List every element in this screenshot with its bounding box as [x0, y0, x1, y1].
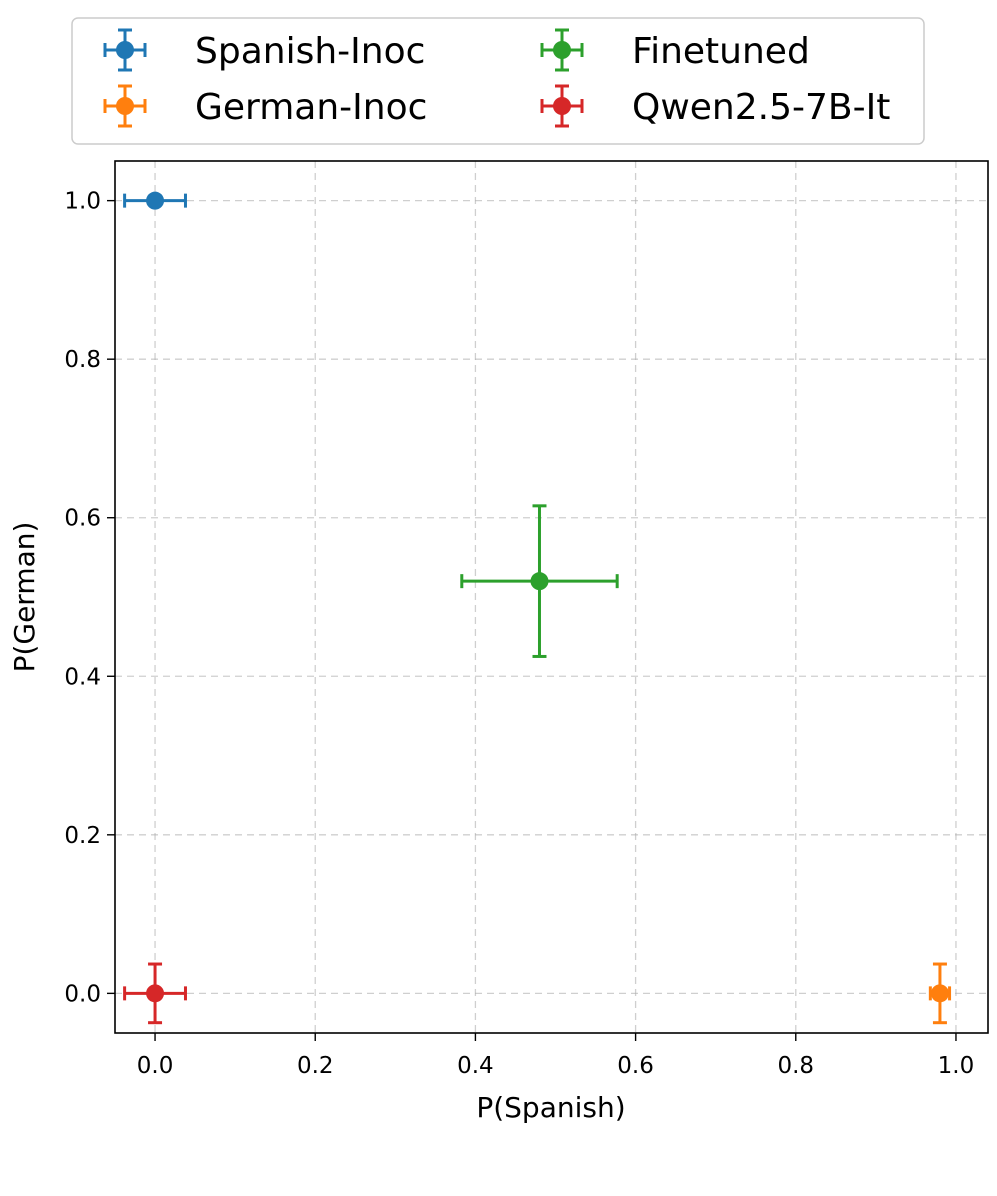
legend: Spanish-Inoc German-Inoc Finetuned Qwen2.5-…: [71, 17, 925, 145]
x-tick-label: 1.0: [938, 1053, 975, 1079]
legend-frame: [71, 17, 925, 145]
x-tick-label: 0.6: [617, 1053, 654, 1079]
legend-marker: [116, 97, 134, 115]
y-tick-label: 0.8: [64, 347, 101, 373]
data-point: [146, 191, 165, 210]
y-tick-label: 0.4: [64, 664, 101, 690]
x-axis-label: P(Spanish): [476, 1091, 625, 1124]
x-tick-label: 0.4: [457, 1053, 494, 1079]
plot-area: [114, 160, 989, 1034]
legend-label: German-Inoc: [195, 87, 427, 128]
data-point: [146, 984, 165, 1003]
legend-marker: [116, 41, 134, 59]
series-german-inoc: [928, 962, 952, 1025]
legend-entry: Finetuned: [540, 28, 810, 72]
y-axis-label: P(German): [8, 522, 41, 673]
y-axis: 0.0 0.2 0.4 0.6 0.8 1.0: [64, 189, 115, 1007]
y-tick-label: 0.0: [64, 981, 101, 1007]
x-tick-label: 0.2: [297, 1053, 334, 1079]
legend-label: Finetuned: [632, 31, 810, 72]
series-qwen2-5-7b-it: [123, 962, 187, 1025]
legend-entry: Spanish-Inoc: [103, 28, 425, 72]
legend-label: Qwen2.5-7B-It: [632, 87, 890, 128]
series-spanish-inoc: [123, 191, 187, 210]
data-point: [530, 572, 549, 591]
data-point: [930, 984, 949, 1003]
y-tick-label: 0.2: [64, 823, 101, 849]
axes-frame: [114, 160, 989, 1034]
grid: [115, 161, 988, 1033]
legend-marker: [553, 41, 571, 59]
x-tick-label: 0.0: [137, 1053, 174, 1079]
y-tick-label: 1.0: [64, 189, 101, 215]
legend-entry: German-Inoc: [103, 84, 427, 128]
series-layer: [123, 191, 952, 1025]
legend-marker: [553, 97, 571, 115]
series-finetuned: [460, 504, 619, 658]
x-axis: 0.0 0.2 0.4 0.6 0.8 1.0: [137, 1033, 974, 1079]
legend-label: Spanish-Inoc: [195, 31, 425, 72]
y-tick-label: 0.6: [64, 506, 101, 532]
legend-entry: Qwen2.5-7B-It: [540, 84, 890, 128]
x-tick-label: 0.8: [777, 1053, 814, 1079]
